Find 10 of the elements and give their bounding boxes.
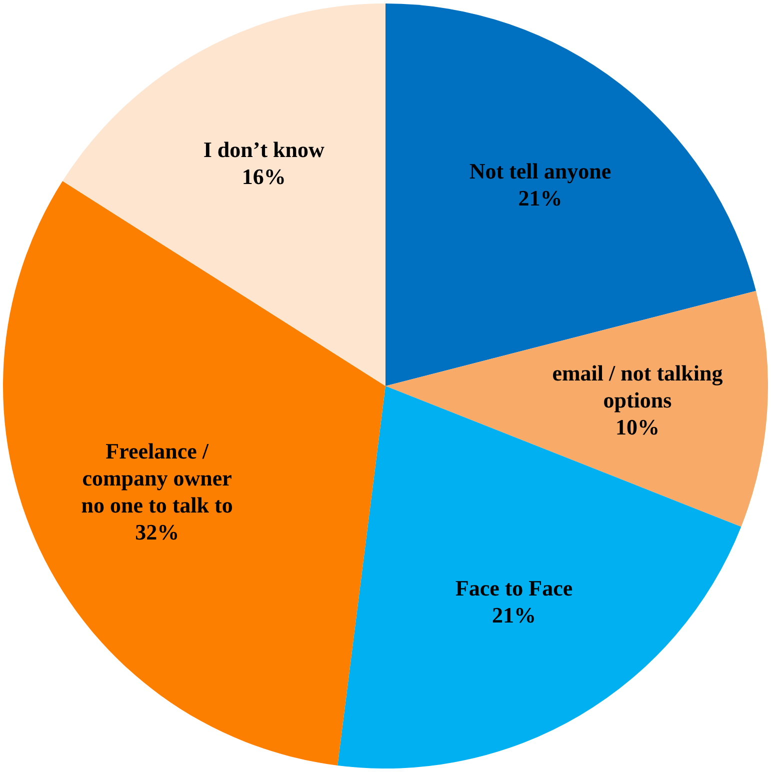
data-label: 21% bbox=[518, 186, 562, 211]
data-label: 32% bbox=[135, 520, 180, 545]
slice-label: Face to Face bbox=[455, 575, 573, 600]
slice-label: I don’t know bbox=[203, 136, 325, 162]
data-label: 21% bbox=[492, 602, 536, 628]
slice-label: Freelance / company owner no one to talk to bbox=[81, 438, 233, 518]
slice-label: email / not talking options bbox=[552, 360, 723, 413]
data-label: 16% bbox=[242, 164, 286, 189]
data-label: 10% bbox=[615, 414, 660, 440]
slice-label: Not tell anyone bbox=[469, 158, 612, 184]
